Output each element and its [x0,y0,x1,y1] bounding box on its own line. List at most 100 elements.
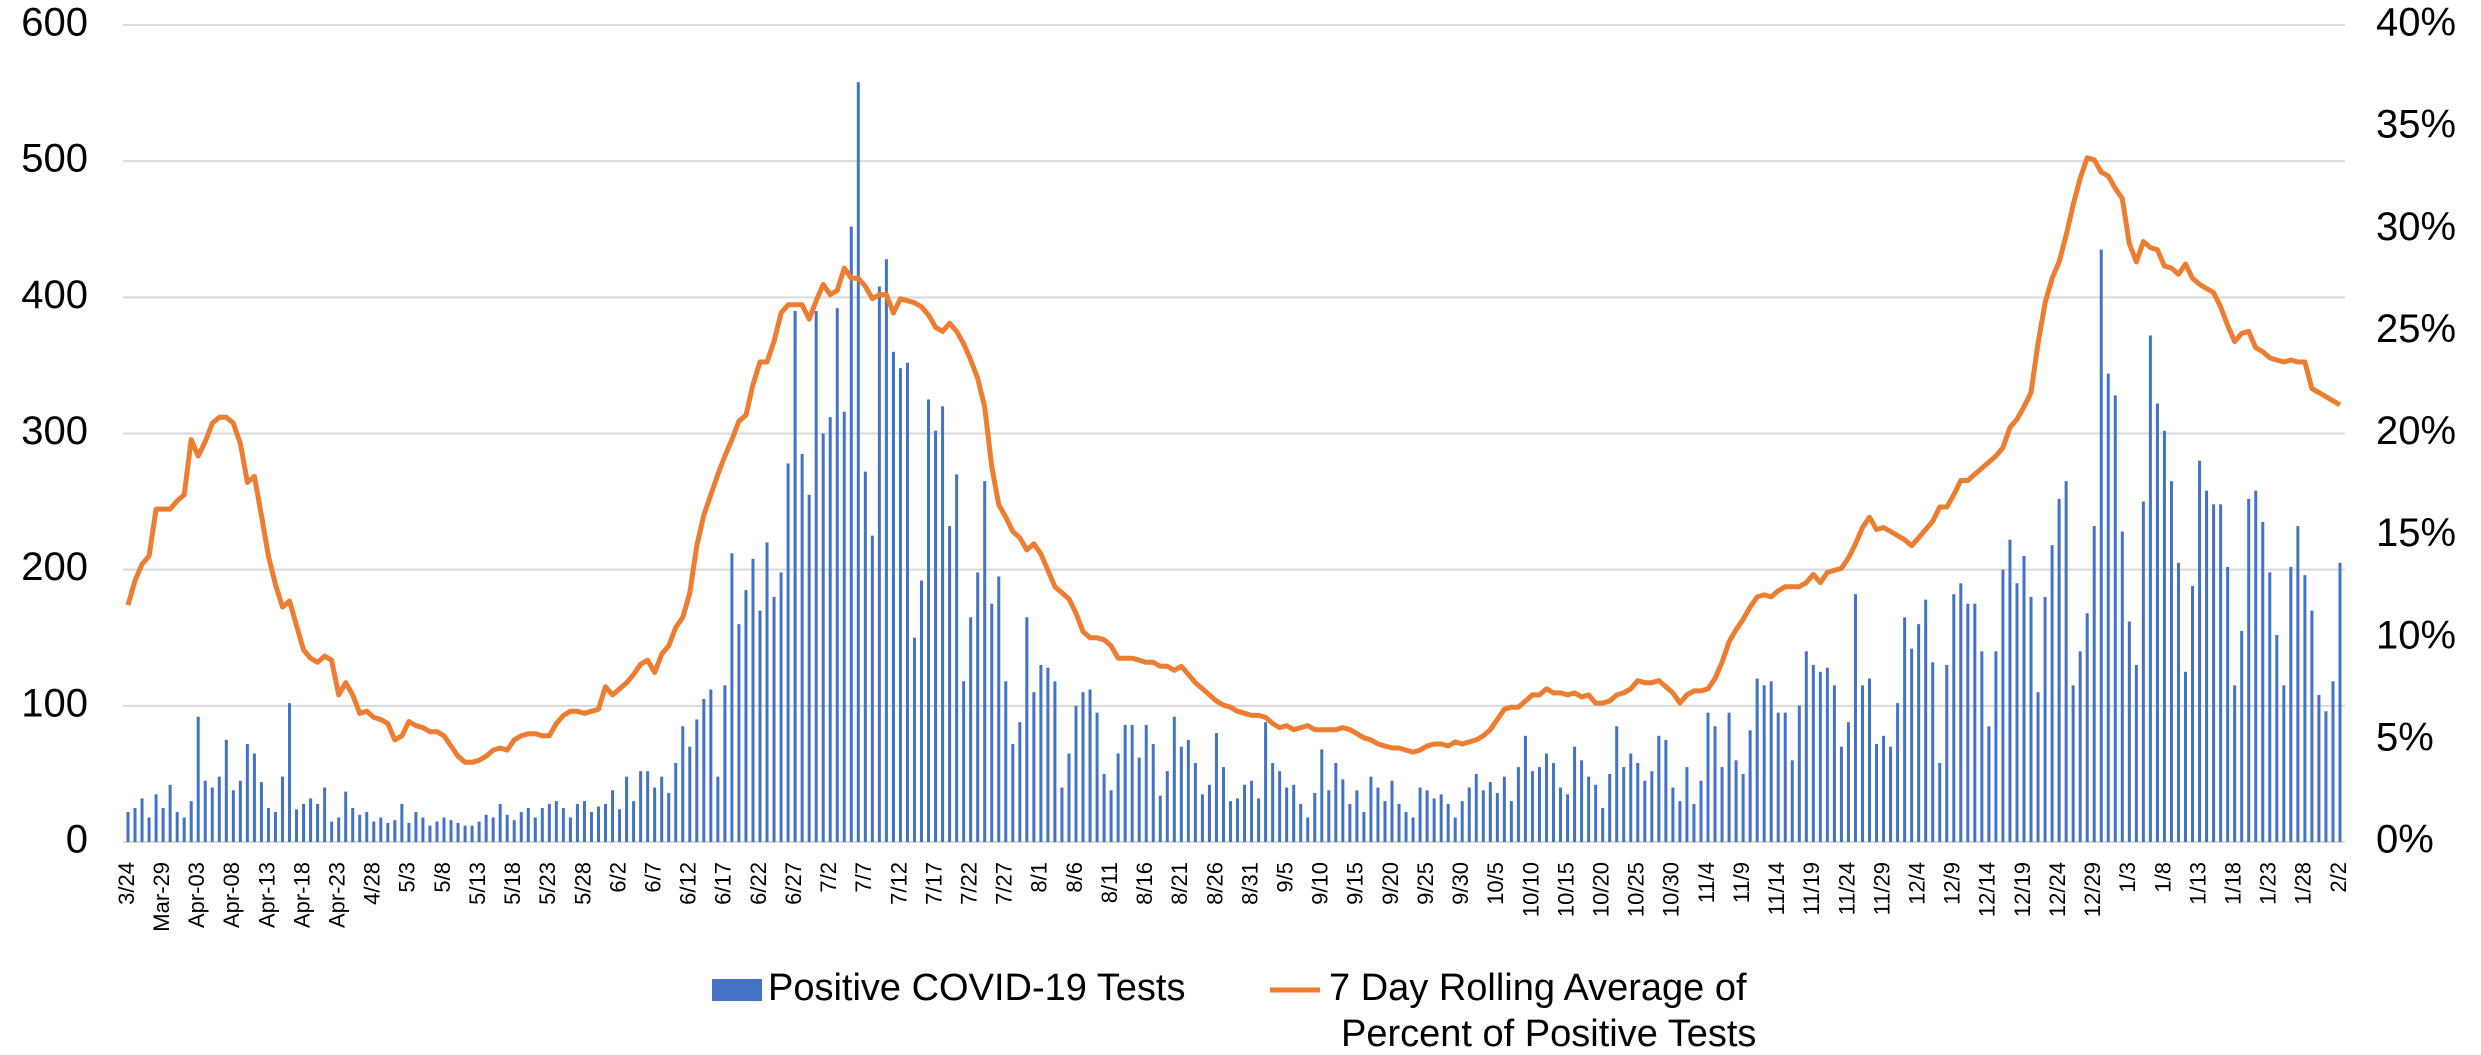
bar [1390,780,1394,842]
bar [1741,773,1745,842]
bar [1039,664,1043,842]
bar [1994,651,1998,842]
bar [1243,784,1247,842]
bar [1657,735,1661,842]
bar [407,822,411,842]
bar [611,790,615,842]
bar [1053,681,1057,842]
bar [266,807,270,842]
bar [632,801,636,842]
bar [323,787,327,842]
bar [1236,798,1240,842]
bar [1481,790,1485,842]
bar [1580,760,1584,842]
bar [1088,689,1092,842]
x-tick-label: 11/4 [1694,862,1719,903]
bar [582,801,586,842]
bar [1123,724,1127,842]
bar [1271,763,1275,842]
bar [1804,651,1808,842]
bar [1727,712,1731,842]
x-tick-label: 5/8 [430,862,455,893]
bar [568,817,572,842]
bar [1797,705,1801,842]
bar [1762,685,1766,842]
bar [2134,664,2138,842]
bar [470,825,474,842]
bar [1622,767,1626,842]
bar [1334,763,1338,842]
y2-tick-label: 10% [2376,613,2456,657]
bar [870,535,874,842]
bar [2113,395,2117,842]
legend-swatch [712,979,762,1001]
bar [1411,817,1415,842]
y2-tick-label: 15% [2376,511,2456,555]
x-tick-label: 6/7 [640,862,665,893]
bar [1748,730,1752,842]
bar [512,820,516,842]
x-tick-label: 12/24 [2045,862,2070,917]
bar [1404,812,1408,842]
bar [1151,743,1155,842]
bar [2036,692,2040,842]
x-tick-label: 11/19 [1799,862,1824,915]
bar [1179,746,1183,842]
bar [1313,792,1317,842]
bar [1116,753,1120,842]
bar [1341,779,1345,842]
bar [744,590,748,842]
bar [1678,801,1682,842]
bar [1685,767,1689,842]
bar [456,822,460,842]
bar [1643,780,1647,842]
bar [393,820,397,842]
bar [1425,790,1429,842]
bar [941,406,945,842]
bar [1573,746,1577,842]
bar [1924,599,1928,842]
bar [1973,603,1977,842]
bar [2233,685,2237,842]
x-tick-label: 1/8 [2150,862,2175,893]
bar [288,703,292,842]
bar [1516,767,1520,842]
bar [231,790,235,842]
bar [1868,678,1872,842]
bar [751,558,755,842]
bar [259,782,263,842]
bar [1165,771,1169,842]
bar [1875,743,1879,842]
bar [1046,667,1050,842]
x-tick-label: 5/28 [570,862,595,905]
bar [927,399,931,842]
bar [1158,795,1162,842]
bar [1615,726,1619,842]
bar [1011,743,1015,842]
bar [421,817,425,842]
x-tick-label: 7/22 [956,862,981,905]
bar [2324,711,2328,842]
x-tick-label: 12/4 [1904,862,1929,905]
bar [1594,784,1598,842]
bar [2071,685,2075,842]
bar [1713,726,1717,842]
bar [716,776,720,842]
y-tick-label: 200 [21,545,88,589]
bar [372,821,376,842]
bar [1692,803,1696,842]
bar [1790,760,1794,842]
bar [983,481,987,842]
x-tick-label: 9/5 [1272,862,1297,893]
bar [934,430,938,842]
bar [316,803,320,842]
x-tick-label: 6/12 [676,862,701,905]
bar [2064,481,2068,842]
bar [2289,566,2293,842]
bar [1172,716,1176,842]
bar [2176,562,2180,842]
bar [1629,753,1633,842]
bar [442,817,446,842]
bar [920,580,924,842]
bar [1432,798,1436,842]
